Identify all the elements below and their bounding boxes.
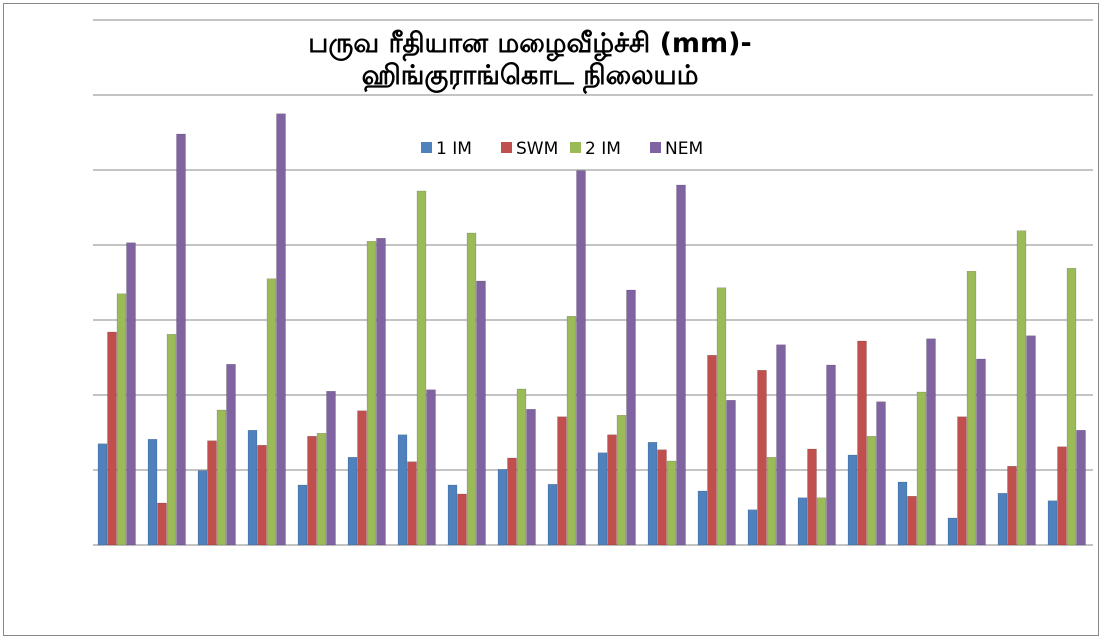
bar [747,509,758,546]
bar [857,340,867,546]
bars [97,113,1086,546]
bar [516,388,527,546]
bar [807,448,817,546]
bar [616,415,627,546]
bar [726,400,736,546]
bar [566,316,577,546]
bar [176,133,186,546]
bar [1026,335,1036,546]
legend-label: NEM [665,139,703,159]
bar [847,454,858,546]
bar [257,445,267,546]
bar [697,490,708,546]
bar [276,113,286,546]
bar [1016,230,1027,546]
bar [557,416,567,546]
bar [866,436,877,546]
bar [447,484,458,546]
bar [226,364,236,546]
legend-swatch [570,142,581,153]
bar [116,293,127,546]
bar [1066,268,1077,546]
bar [476,280,486,546]
bar [307,436,317,546]
bar [326,391,336,546]
legend-swatch [421,142,432,153]
bar [647,442,658,546]
bar [457,493,467,546]
bar [626,289,636,546]
legend-swatch [650,142,661,153]
bar [816,497,827,546]
legend-label: SWM [516,139,558,159]
bar [497,469,508,546]
bar [407,461,417,546]
bar [366,241,377,546]
bar [166,334,177,546]
bar [526,409,536,546]
bar [1076,430,1086,546]
bar [797,497,808,546]
bar [1057,446,1067,546]
bar [207,440,217,546]
bar [676,184,686,546]
bar [1047,500,1058,546]
bar [716,287,727,546]
bar [916,391,927,546]
bar [666,460,677,546]
bar [547,484,558,546]
bar [776,344,786,546]
bar [966,271,977,546]
legend-swatch [501,142,512,153]
bar [247,430,258,546]
bar [466,232,477,546]
bar [826,364,836,546]
bar [876,401,886,546]
bar [997,493,1008,546]
bar [757,370,767,546]
bar [197,470,208,546]
bar [576,170,586,546]
bar [947,517,958,546]
bar [266,278,277,546]
legend: 1 IM SWM 2 IM NEM [421,139,703,159]
bar [607,434,617,546]
bar [126,242,136,546]
bar [507,457,517,546]
bar [976,358,986,546]
bar [347,457,358,546]
bar [397,434,408,546]
chart-title: பருவ ரீதியான மழைவீழ்ச்சி (mm)- ஹிங்குராங… [308,28,752,91]
bar [1007,466,1017,546]
bar [707,355,717,546]
legend-label: 2 IM [585,139,621,159]
bar [926,338,936,546]
bar [426,389,436,546]
bar [147,439,158,546]
bar [657,449,667,546]
bar [957,416,967,546]
bar [216,409,227,546]
bar [376,238,386,546]
bar [597,452,608,546]
bar [416,190,427,546]
legend-label: 1 IM [436,139,472,159]
bar [97,443,108,546]
bar [297,484,308,546]
bar [157,502,167,546]
bar [107,331,117,546]
bar [897,481,908,546]
bar [357,410,367,546]
bar [316,433,327,546]
bar [907,496,917,546]
bar [766,457,777,546]
